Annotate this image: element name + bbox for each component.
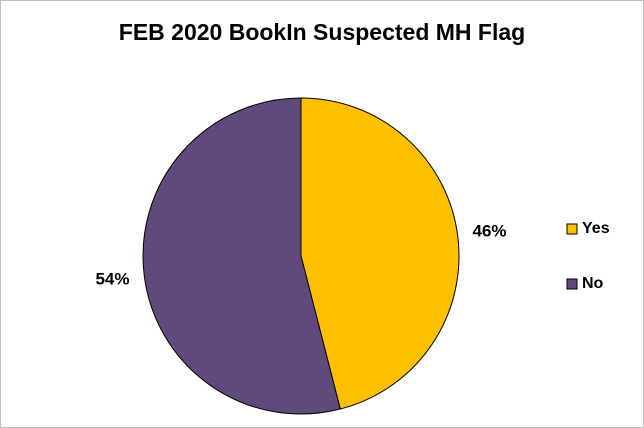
data-label: 46%	[472, 222, 506, 241]
pie-slice	[142, 97, 341, 415]
chart-title: FEB 2020 BookIn Suspected MH Flag	[119, 19, 525, 45]
data-label: 54%	[95, 269, 129, 288]
pie-slice	[300, 97, 460, 410]
legend-swatch	[566, 223, 578, 235]
legend-label: Yes	[582, 220, 610, 237]
legend-label: No	[582, 275, 604, 292]
legend-swatch	[566, 278, 578, 290]
